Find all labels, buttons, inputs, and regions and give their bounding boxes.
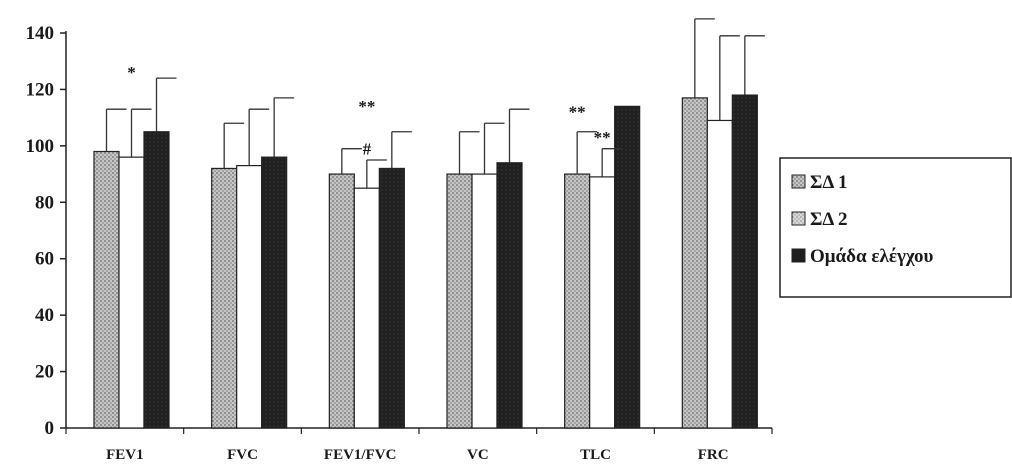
error-bars [105,18,765,189]
axes: 0 20 40 60 80 100 120 140 FEV1 FVC FEV1/FVC VC TLC FR… [26,23,773,463]
significance-marker: # [363,139,372,158]
bar [614,105,641,429]
bar [564,173,591,429]
y-tick-label: 0 [45,418,55,439]
x-tick-label: TLC [580,447,611,463]
bar [706,119,733,429]
bar [143,131,170,429]
y-tick-label: 140 [26,23,55,44]
bar [681,97,708,429]
bar [236,165,263,429]
x-tick-label: FEV1/FVC [324,447,397,463]
x-tick-label: FVC [227,447,258,463]
bar [261,156,288,429]
x-tick-label: FEV1 [106,447,144,463]
bar [328,173,355,429]
bar [378,167,405,429]
bars [93,94,758,429]
x-tick-label: VC [467,447,489,463]
legend-label: ΣΔ 1 [810,172,848,193]
y-tick-label: 80 [35,192,54,213]
legend-swatch [791,174,806,189]
legend-box [779,157,1012,298]
y-tick-label: 120 [26,79,55,100]
legend-swatch [791,248,806,263]
legend-swatch [791,211,806,226]
bar [589,176,616,429]
y-tick-label: 20 [35,362,54,383]
legend: ΣΔ 1 ΣΔ 2 Ομάδα ελέγχου [779,157,1012,298]
bar [93,150,120,429]
bar [353,187,380,429]
y-tick-label: 40 [35,305,54,326]
x-tick-label: FRC [698,447,729,463]
significance-marker: ** [569,103,586,122]
y-tick-label: 60 [35,249,54,270]
bar [731,94,758,429]
significance-marker: ** [594,128,611,147]
y-tick-label: 100 [26,136,55,157]
bar [118,156,145,429]
significance-marker: ** [358,97,375,116]
legend-label: ΣΔ 2 [810,209,848,230]
bar [446,173,473,429]
annotations: ***#**** [127,63,610,158]
bar [211,167,238,429]
bar [496,162,523,429]
legend-label: Ομάδα ελέγχου [810,246,934,267]
significance-marker: * [127,63,136,82]
bar [471,173,498,429]
